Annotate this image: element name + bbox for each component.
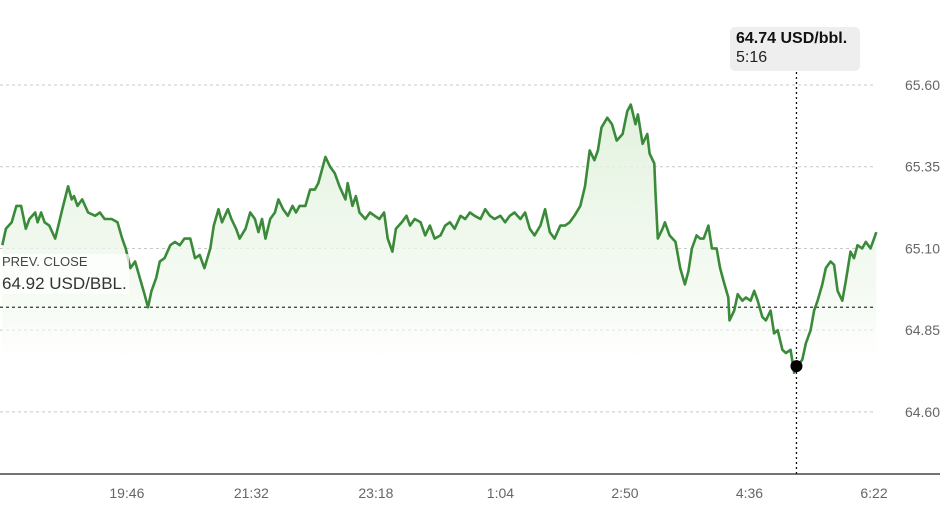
x-tick-label: 1:04: [487, 485, 514, 501]
x-tick-label: 2:50: [611, 485, 638, 501]
y-tick-label: 65.10: [905, 240, 940, 256]
y-tick-label: 64.60: [905, 404, 940, 420]
y-tick-label: 64.85: [905, 322, 940, 338]
price-area-fill: [2, 104, 877, 373]
price-line: [1, 103, 878, 374]
tooltip-value: 64.74 USD/bbl.: [736, 30, 848, 47]
hover-tooltip: 64.74 USD/bbl. 5:16: [730, 27, 860, 71]
x-tick-label: 4:36: [736, 485, 763, 501]
prev-close-value: 64.92 USD/BBL.: [2, 274, 127, 293]
x-axis-ticks: 19:46 21:32 23:18 1:04 2:50 4:36 6:22: [109, 485, 887, 501]
hover-point-marker: [790, 360, 803, 373]
y-tick-label: 65.35: [905, 159, 940, 175]
y-axis-ticks: 65.60 65.35 65.10 64.85 64.60: [905, 77, 940, 420]
tooltip-time: 5:16: [736, 49, 768, 66]
y-tick-label: 65.60: [905, 77, 940, 93]
prev-close-label: PREV. CLOSE 64.92 USD/BBL.: [0, 254, 129, 294]
prev-close-title: PREV. CLOSE: [2, 254, 88, 269]
x-tick-label: 23:18: [358, 485, 393, 501]
x-tick-label: 19:46: [109, 485, 144, 501]
x-tick-label: 21:32: [234, 485, 269, 501]
x-tick-label: 6:22: [860, 485, 887, 501]
